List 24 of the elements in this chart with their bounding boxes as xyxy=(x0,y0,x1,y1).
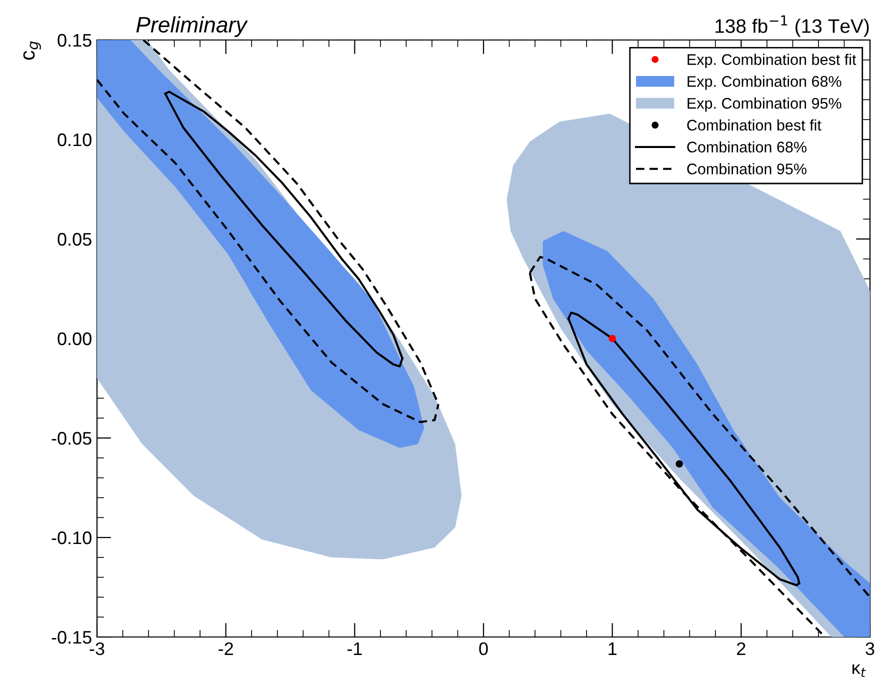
x-tick-label: 0 xyxy=(479,642,488,656)
y-tick-label: 0.00 xyxy=(58,332,92,346)
y-axis-title: c$_{g}$ xyxy=(23,41,41,60)
x-tick-label: -3 xyxy=(90,642,104,656)
y-tick-label: 0.15 xyxy=(58,34,92,47)
y-tick-label: 0.10 xyxy=(58,133,92,146)
chart-title: Preliminary xyxy=(136,16,248,38)
y-tick-label: -0.05 xyxy=(52,432,92,445)
legend-label: Combination best fit xyxy=(687,119,822,131)
x-tick-label: 3 xyxy=(866,642,874,656)
x-axis-title: κ$_{t}$ xyxy=(852,664,866,677)
legend-label: Exp. Combination best fit xyxy=(688,54,856,68)
chart-subtitle: 138 fb$^{−1}$ (13 TeV) xyxy=(716,15,869,37)
x-tick-label: -2 xyxy=(218,642,233,655)
y-tick-label: -0.15 xyxy=(52,630,92,644)
x-tick-label: -1 xyxy=(347,642,362,655)
legend-label: Exp. Combination 68% xyxy=(688,76,842,90)
y-tick-label: 0.05 xyxy=(58,232,92,246)
x-tick-label: 1 xyxy=(608,642,616,655)
legend-label: Exp. Combination 95% xyxy=(688,98,842,112)
legend-label: Combination 95% xyxy=(687,163,806,174)
y-tick-label: -0.10 xyxy=(52,531,92,544)
legend-label: Combination 68% xyxy=(687,141,806,152)
x-tick-label: 2 xyxy=(737,642,746,655)
